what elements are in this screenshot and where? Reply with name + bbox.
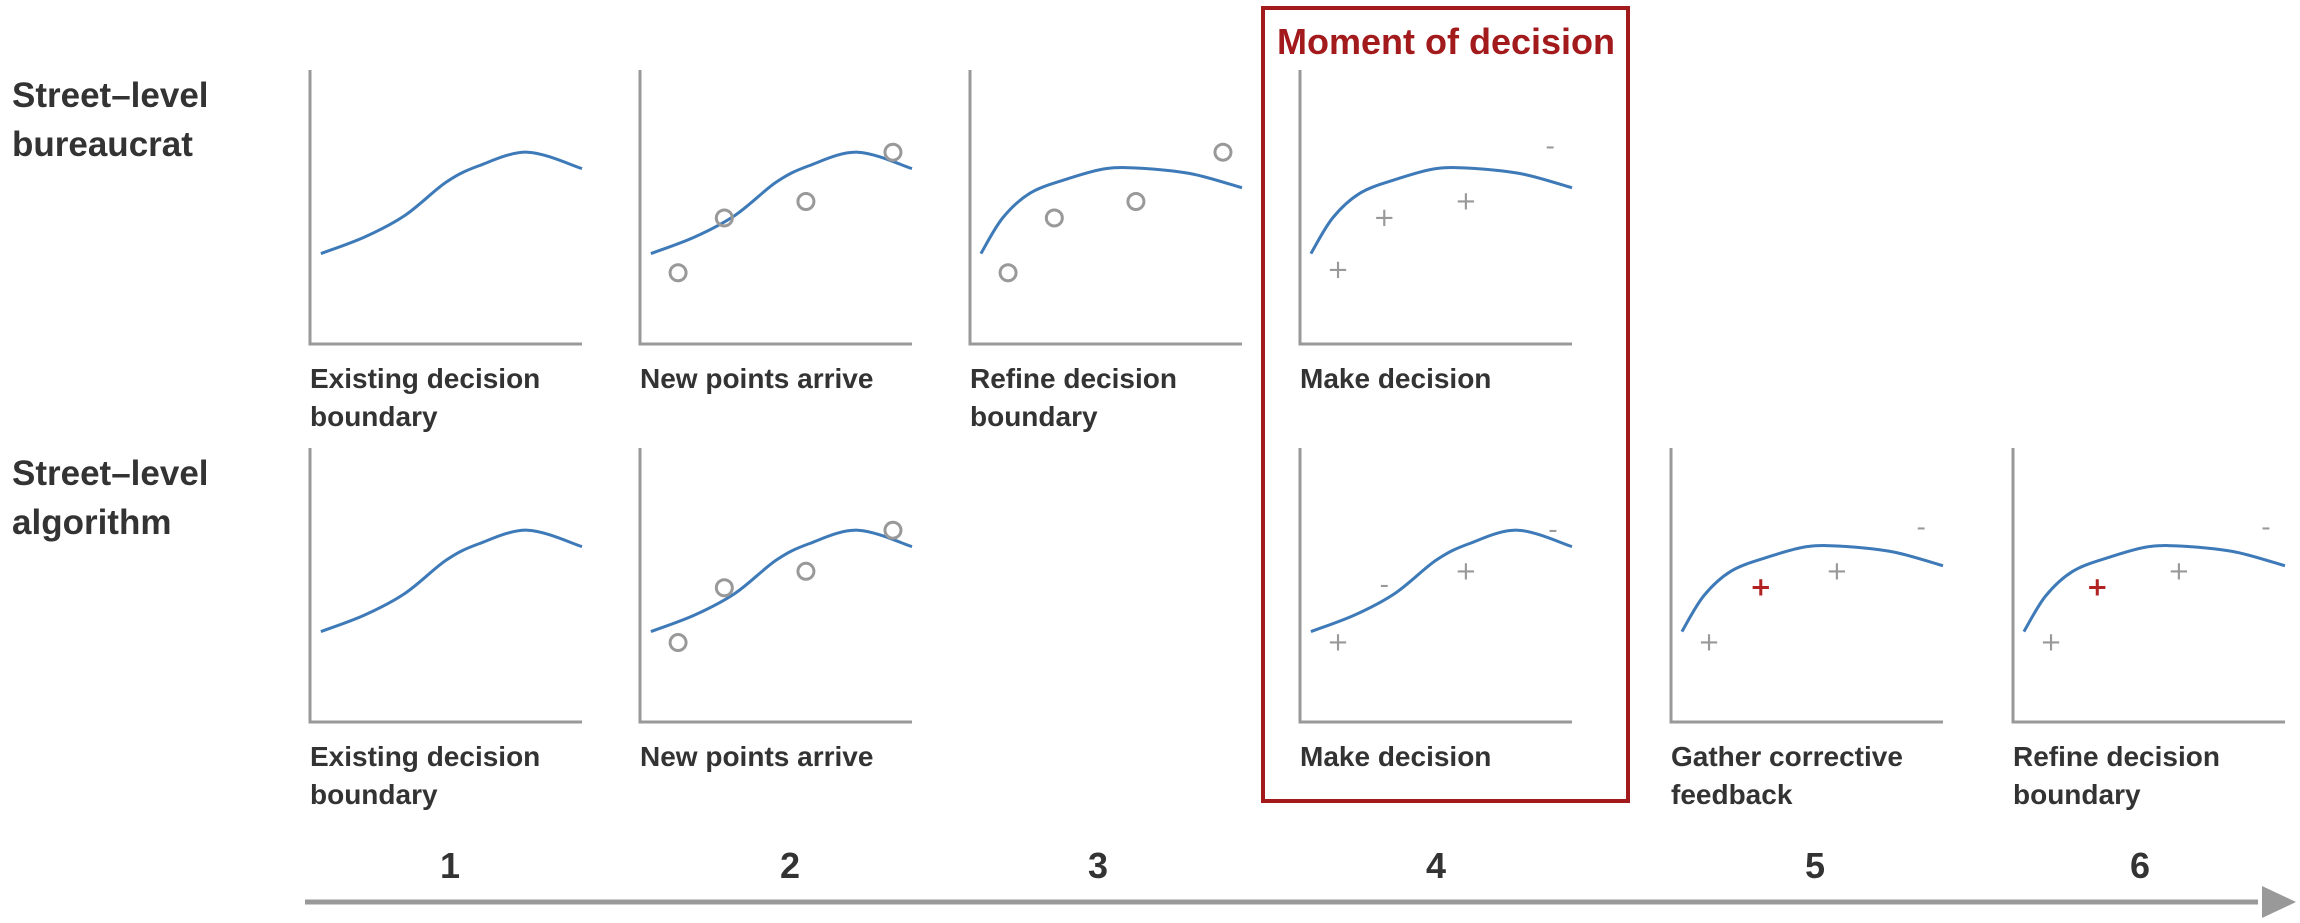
panel-caption-line-1: Make decision xyxy=(1300,741,1491,772)
predicted-label-plus: + xyxy=(2040,628,2062,658)
panel-axes xyxy=(1669,448,1943,724)
panel-algorithm-existing-boundary: Existing decision boundary xyxy=(308,448,583,810)
data-point-circle xyxy=(668,633,688,653)
panel-algorithm-corrective-feedback: + + + - Gather corrective feedback xyxy=(1669,448,1944,810)
panel-bureaucrat-existing-boundary: Existing decision boundary xyxy=(308,70,583,432)
panel-axes xyxy=(968,70,1242,346)
predicted-label-plus: + xyxy=(1327,628,1349,658)
data-point-circle xyxy=(998,263,1018,283)
panel-axes xyxy=(638,448,912,724)
panel-axes xyxy=(2011,448,2285,724)
predicted-label-plus: + xyxy=(1698,628,1720,658)
corrected-label-plus: + xyxy=(2086,573,2108,603)
panel-caption-line-1: Refine decision xyxy=(2013,741,2220,772)
predicted-label-plus: + xyxy=(2168,556,2190,586)
panel-algorithm-refine-boundary: + + + - Refine decision boundary xyxy=(2011,448,2286,810)
data-point-circle xyxy=(883,142,903,162)
predicted-label-plus: + xyxy=(1455,187,1477,217)
timeline-arrow-head xyxy=(2262,886,2296,918)
data-point-circle xyxy=(883,520,903,540)
panel-caption-line-1: Existing decision xyxy=(310,363,540,394)
panel-caption-line-1: Refine decision xyxy=(970,363,1177,394)
step-number-4: 4 xyxy=(1426,845,1446,886)
data-point-circle xyxy=(714,578,734,598)
step-number-3: 3 xyxy=(1088,845,1108,886)
decision-boundary-curve xyxy=(320,528,583,633)
predicted-label-plus: + xyxy=(1327,255,1349,285)
panel-caption-line-1: New points arrive xyxy=(640,741,873,772)
panels: Existing decision boundary New points arri… xyxy=(308,70,2286,810)
moment-of-decision-frame xyxy=(1261,6,1630,803)
decision-boundary-curve xyxy=(1310,528,1573,633)
panel-axes xyxy=(308,70,582,346)
predicted-label-minus: - xyxy=(1380,570,1389,600)
panel-caption-line-2: boundary xyxy=(2013,779,2141,810)
row-label-algorithm-line-1: Street–level xyxy=(12,454,209,493)
panel-axes xyxy=(1298,448,1572,724)
panel-bureaucrat-new-points: New points arrive xyxy=(638,70,913,394)
predicted-label-plus: + xyxy=(1373,203,1395,233)
panel-caption-line-1: Gather corrective xyxy=(1671,741,1903,772)
row-labels: Street–level bureaucrat Street–level algori… xyxy=(12,76,209,542)
corrected-label-plus: + xyxy=(1750,573,1772,603)
predicted-label-plus: + xyxy=(1826,556,1848,586)
panel-axes xyxy=(638,70,912,346)
data-point-circle xyxy=(1126,192,1146,212)
panel-axes xyxy=(1298,70,1572,346)
moment-of-decision-box: Moment of decision xyxy=(1261,6,1630,803)
row-label-bureaucrat-line-2: bureaucrat xyxy=(12,125,193,164)
data-point-circle xyxy=(1044,208,1064,228)
row-label-algorithm-line-2: algorithm xyxy=(12,503,171,542)
moment-of-decision-label: Moment of decision xyxy=(1277,21,1615,62)
predicted-label-minus: - xyxy=(2261,512,2270,542)
predicted-label-minus: - xyxy=(1548,515,1557,545)
panel-caption-line-1: Make decision xyxy=(1300,363,1491,394)
timeline: 1 2 3 4 5 6 xyxy=(305,845,2296,918)
panel-caption-line-1: New points arrive xyxy=(640,363,873,394)
decision-boundary-curve xyxy=(979,166,1243,255)
panel-caption-line-2: boundary xyxy=(310,779,438,810)
data-point-circle xyxy=(796,561,816,581)
panel-bureaucrat-make-decision: + + + - Make decision xyxy=(1298,70,1573,394)
predicted-label-minus: - xyxy=(1917,512,1926,542)
panel-caption-line-2: boundary xyxy=(310,401,438,432)
panel-algorithm-new-points: New points arrive xyxy=(638,448,913,772)
data-point-circle xyxy=(796,192,816,212)
step-numbers: 1 2 3 4 5 6 xyxy=(440,845,2150,886)
data-point-circle xyxy=(714,208,734,228)
decision-boundary-curve xyxy=(650,150,913,255)
panel-bureaucrat-refine-boundary: Refine decision boundary xyxy=(968,70,1243,432)
panel-caption-line-2: boundary xyxy=(970,401,1098,432)
panel-caption-line-2: feedback xyxy=(1671,779,1793,810)
step-number-5: 5 xyxy=(1805,845,1825,886)
decision-boundary-curve xyxy=(1680,544,1944,633)
decision-boundary-curve xyxy=(650,528,913,633)
decision-boundary-curve xyxy=(2022,544,2286,633)
predicted-label-minus: - xyxy=(1546,132,1555,162)
data-point-circle xyxy=(668,263,688,283)
decision-boundary-curve xyxy=(320,150,583,255)
step-number-2: 2 xyxy=(780,845,800,886)
panel-caption-line-1: Existing decision xyxy=(310,741,540,772)
panel-algorithm-make-decision: + - + - Make decision xyxy=(1298,448,1573,772)
step-number-1: 1 xyxy=(440,845,460,886)
step-number-6: 6 xyxy=(2130,845,2150,886)
decision-boundary-curve xyxy=(1309,166,1573,255)
data-point-circle xyxy=(1213,142,1233,162)
row-label-bureaucrat-line-1: Street–level xyxy=(12,76,209,115)
panel-axes xyxy=(308,448,582,724)
predicted-label-plus: + xyxy=(1455,556,1477,586)
